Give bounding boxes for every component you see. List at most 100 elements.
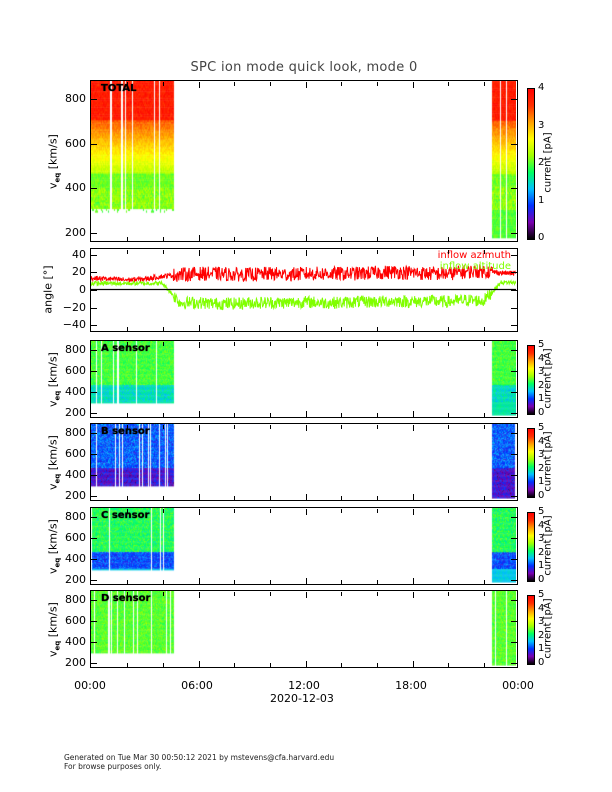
angle-ytick-mark-right (511, 254, 518, 256)
C-ytick-mark-right (511, 558, 518, 560)
B-xtick-mark (305, 493, 307, 500)
A-ytick-label: 800 (65, 342, 86, 356)
total-ytick-mark-right (511, 99, 518, 101)
panel-D: D sensor (90, 590, 518, 668)
D-ytick-label: 800 (65, 592, 86, 606)
A-xtick-mark-top (269, 341, 271, 346)
angle-ytick-mark (90, 307, 97, 309)
B-xtick-mark (448, 495, 450, 500)
C-ytick-mark-right (511, 537, 518, 539)
A-xtick-mark-top (448, 341, 450, 346)
A-xtick-mark (483, 412, 485, 417)
total-ytick-mark (90, 232, 97, 234)
B-ytick-mark (90, 432, 97, 434)
total-ylabel: veq [km/s] (46, 102, 61, 222)
panel-C: C sensor (90, 507, 518, 585)
D-xtick-mark (448, 662, 450, 667)
C-xtick-mark-top (305, 508, 307, 515)
A-colorbar-tick: 3 (538, 366, 545, 378)
D-ytick-mark (90, 599, 97, 601)
A-xtick-mark (234, 412, 236, 417)
B-ytick-mark-right (511, 495, 518, 497)
A-ytick-label: 600 (65, 363, 86, 377)
x-tick-label: 00:00 (74, 679, 106, 692)
panel-total: TOTAL (90, 80, 518, 242)
C-colorbar-tick: 0 (538, 574, 545, 585)
angle-ytick-label: 20 (72, 265, 86, 279)
angle-xtick-mark (198, 324, 200, 331)
B-xtick-mark (412, 493, 414, 500)
C-xtick-mark-top (127, 508, 129, 513)
x-tick-label: 06:00 (181, 679, 213, 692)
total-colorbar-tick: 4 (538, 82, 545, 93)
total-ytick-label: 400 (65, 181, 86, 195)
angle-ytick-label: 0 (79, 283, 86, 296)
B-ytick-mark (90, 474, 97, 476)
C-xtick-mark (483, 579, 485, 584)
footer-disclaimer: For browse purposes only. (64, 762, 162, 771)
A-panel-label: A sensor (101, 343, 150, 354)
C-colorbar-tick: 1 (538, 560, 545, 572)
D-colorbar-tick: 2 (538, 629, 545, 641)
A-ytick-label: 200 (65, 405, 86, 419)
angle-xtick-mark-top (483, 249, 485, 254)
total-xtick-mark (412, 234, 414, 241)
A-ytick-mark-right (511, 412, 518, 414)
D-xtick-mark-top (234, 591, 236, 596)
A-xtick-mark-top (412, 341, 414, 348)
D-spectrogram (91, 591, 516, 666)
angle-ytick-label: −40 (62, 318, 86, 332)
total-xtick-mark (341, 236, 343, 241)
total-colorbar (527, 88, 535, 240)
B-ytick-label: 800 (65, 425, 86, 439)
total-colorbar-tick: 2 (538, 157, 545, 168)
C-xtick-mark (127, 579, 129, 584)
B-panel-label: B sensor (101, 426, 150, 437)
angle-xtick-mark (305, 324, 307, 331)
angle-xtick-mark (162, 326, 164, 331)
A-colorbar-tick: 1 (538, 393, 545, 405)
A-xtick-mark (412, 410, 414, 417)
B-colorbar-tick: 4 (538, 435, 545, 447)
C-xtick-mark (376, 579, 378, 584)
A-ytick-mark (90, 391, 97, 393)
angle-xtick-mark-top (269, 249, 271, 254)
C-colorbar (527, 512, 535, 582)
A-ytick-mark (90, 412, 97, 414)
D-ytick-label: 200 (65, 655, 86, 669)
total-ytick-mark (90, 99, 97, 101)
B-xtick-mark (127, 495, 129, 500)
angle-xtick-mark (483, 326, 485, 331)
D-xtick-mark-top (448, 591, 450, 596)
angle-ytick-mark-right (511, 325, 518, 327)
total-xtick-mark (269, 236, 271, 241)
C-colorbar-tick: 5 (538, 506, 545, 517)
A-colorbar (527, 345, 535, 415)
total-colorbar-tick: 3 (538, 119, 545, 131)
A-ytick-mark-right (511, 391, 518, 393)
angle-ytick-mark-right (511, 272, 518, 274)
D-xtick-mark (269, 662, 271, 667)
D-xtick-mark (162, 662, 164, 667)
C-ytick-mark (90, 537, 97, 539)
angle-xtick-mark (127, 326, 129, 331)
total-xtick-mark (127, 236, 129, 241)
C-xtick-mark-top (269, 508, 271, 513)
B-xtick-mark-top (483, 424, 485, 429)
total-ytick-mark (90, 188, 97, 190)
B-xtick-mark-top (341, 424, 343, 429)
total-xtick-mark-top (448, 81, 450, 86)
A-ytick-mark-right (511, 349, 518, 351)
total-xtick-mark-top (483, 81, 485, 86)
B-xtick-mark (198, 493, 200, 500)
A-spectrogram (91, 341, 516, 416)
B-spectrogram (91, 424, 516, 499)
A-xtick-mark (341, 412, 343, 417)
A-xtick-mark-top (127, 341, 129, 346)
series-inflow-altitude (91, 279, 516, 311)
total-xtick-mark (448, 236, 450, 241)
angle-xtick-mark-top (234, 249, 236, 254)
C-xtick-mark (269, 579, 271, 584)
angle-xtick-mark (376, 326, 378, 331)
total-xtick-mark (198, 234, 200, 241)
